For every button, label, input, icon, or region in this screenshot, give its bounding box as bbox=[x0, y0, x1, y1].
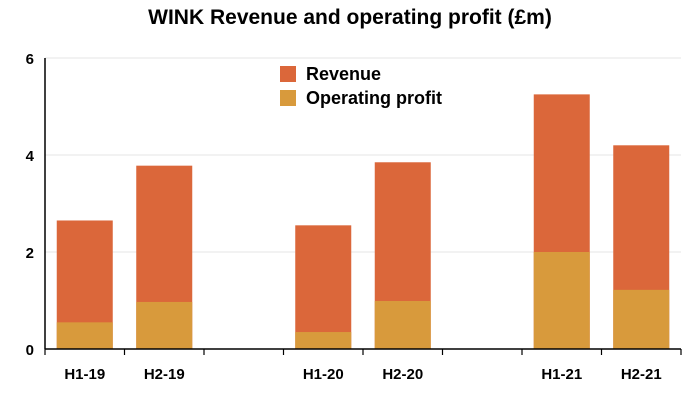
axes bbox=[44, 58, 682, 355]
legend-item-operating-profit: Operating profit bbox=[280, 86, 442, 110]
bars bbox=[56, 94, 670, 349]
legend-swatch-revenue bbox=[280, 66, 296, 82]
tick-labels: 0 2 4 6 H1-19 H2-19 H1-20 H2-20 H1-21 H2-21 bbox=[26, 51, 662, 383]
x-tick-label-H2-21: H2-21 bbox=[621, 366, 662, 383]
x-tick-label-H2-19: H2-19 bbox=[144, 366, 185, 383]
chart-title: WINK Revenue and operating profit (£m) bbox=[148, 6, 552, 29]
bar-operating-profit-H1-19 bbox=[56, 322, 113, 349]
legend-label-revenue: Revenue bbox=[306, 63, 382, 84]
x-tick-label-H1-21: H1-21 bbox=[541, 366, 582, 383]
bar-operating-profit-H2-20 bbox=[374, 300, 431, 349]
y-tick-label-4: 4 bbox=[26, 148, 35, 165]
x-tick-label-H2-20: H2-20 bbox=[382, 366, 423, 383]
bar-operating-profit-H1-21 bbox=[533, 252, 590, 349]
y-tick-label-2: 2 bbox=[26, 245, 34, 262]
bar-operating-profit-H2-21 bbox=[613, 289, 670, 349]
y-tick-label-6: 6 bbox=[26, 51, 34, 68]
legend-item-revenue: Revenue bbox=[280, 62, 442, 86]
legend-label-operating-profit: Operating profit bbox=[306, 87, 442, 108]
x-tick-label-H1-19: H1-19 bbox=[64, 366, 105, 383]
bar-operating-profit-H1-20 bbox=[295, 332, 352, 349]
legend: Revenue Operating profit bbox=[280, 62, 442, 110]
legend-swatch-operating-profit bbox=[280, 90, 296, 106]
bar-operating-profit-H2-19 bbox=[136, 301, 193, 349]
x-tick-label-H1-20: H1-20 bbox=[303, 366, 344, 383]
bar-revenue-H1-20 bbox=[295, 225, 352, 349]
y-tick-label-0: 0 bbox=[26, 342, 34, 359]
